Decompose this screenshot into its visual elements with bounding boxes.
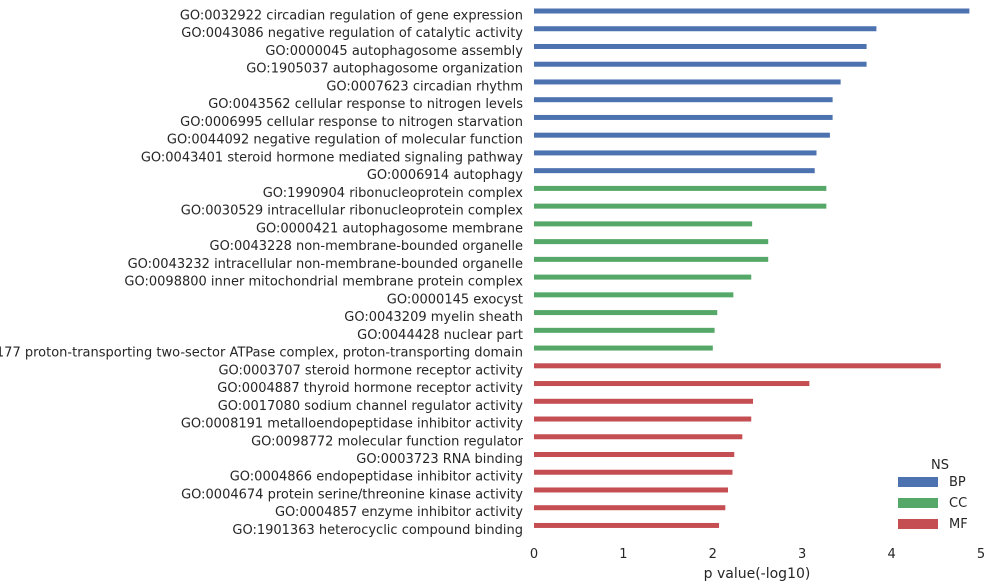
bar <box>534 79 841 85</box>
category-label: GO:0003707 steroid hormone receptor acti… <box>218 363 523 378</box>
category-label: GO:0098800 inner mitochondrial membrane … <box>124 275 523 290</box>
x-tick-label: 2 <box>709 547 717 562</box>
bar <box>534 292 734 298</box>
category-label: GO:0004857 enzyme inhibitor activity <box>275 505 523 520</box>
bar <box>534 310 718 316</box>
bar <box>534 61 867 67</box>
category-label: GO:0003723 RNA binding <box>356 452 523 467</box>
bar <box>534 97 833 103</box>
bar <box>534 114 833 120</box>
category-label: GO:1905037 autophagosome organization <box>246 62 523 77</box>
category-label: GO:0006995 cellular response to nitrogen… <box>180 115 523 130</box>
category-label: GO:0033177 proton-transporting two-secto… <box>0 346 523 361</box>
bar <box>534 168 815 174</box>
legend: NS BP CC MF <box>898 458 968 532</box>
category-label: GO:0043232 intracellular non-membrane-bo… <box>128 257 523 272</box>
bar <box>534 327 715 333</box>
category-label: GO:0043086 negative regulation of cataly… <box>181 26 523 41</box>
category-label: GO:0004674 protein serine/threonine kina… <box>181 487 523 502</box>
bar <box>534 203 827 209</box>
category-label: GO:1990904 ribonucleoprotein complex <box>263 186 524 201</box>
bar <box>534 150 817 156</box>
bar <box>534 434 743 440</box>
x-axis-label: p value(-log10) <box>704 566 811 582</box>
bar <box>534 522 720 528</box>
category-label: GO:0043228 non-membrane-bounded organell… <box>210 239 524 254</box>
bar <box>534 469 733 475</box>
x-tick-label: 4 <box>887 547 895 562</box>
legend-label: CC <box>949 496 967 511</box>
bar <box>534 132 830 138</box>
category-label: GO:0044428 nuclear part <box>357 328 523 343</box>
bar <box>534 416 752 422</box>
category-labels: GO:0032922 circadian regulation of gene … <box>0 9 524 538</box>
bar <box>534 381 810 387</box>
legend-swatch <box>898 519 938 529</box>
legend-label: MF <box>949 517 968 532</box>
x-tick-label: 1 <box>619 547 627 562</box>
category-label: GO:0004866 endopeptidase inhibitor activ… <box>230 470 524 485</box>
bar <box>534 256 769 262</box>
category-label: GO:0008191 metalloendopeptidase inhibito… <box>181 417 523 432</box>
category-label: GO:0000145 exocyst <box>387 292 523 307</box>
category-label: GO:0006914 autophagy <box>367 168 523 183</box>
category-label: GO:0044092 negative regulation of molecu… <box>167 133 523 148</box>
category-label: GO:0043401 steroid hormone mediated sign… <box>141 150 523 165</box>
bar <box>534 8 970 14</box>
bar <box>534 487 728 493</box>
bar <box>534 345 713 351</box>
bar <box>534 185 827 191</box>
bar <box>534 452 735 457</box>
legend-swatch <box>898 498 938 508</box>
category-label: GO:0000045 autophagosome assembly <box>265 44 523 59</box>
category-label: GO:0098772 molecular function regulator <box>251 434 524 449</box>
bar <box>534 43 867 49</box>
legend-title: NS <box>931 458 949 473</box>
category-label: GO:0000421 autophagosome membrane <box>256 221 523 236</box>
category-label: GO:0007623 circadian rhythm <box>326 79 523 94</box>
category-label: GO:0043209 myelin sheath <box>344 310 523 325</box>
x-tick-label: 3 <box>798 547 806 562</box>
legend-swatch <box>898 477 938 487</box>
category-label: GO:0017080 sodium channel regulator acti… <box>218 399 524 414</box>
bars-group <box>534 8 970 528</box>
category-label: GO:1901363 heterocyclic compound binding <box>232 523 523 538</box>
category-label: GO:0043562 cellular response to nitrogen… <box>208 97 523 112</box>
bar <box>534 26 877 32</box>
category-label: GO:0030529 intracellular ribonucleoprote… <box>181 204 524 219</box>
x-tick-label: 5 <box>977 547 985 562</box>
category-label: GO:0032922 circadian regulation of gene … <box>180 9 523 24</box>
bar <box>534 221 753 227</box>
bar <box>534 239 769 245</box>
bar <box>534 274 752 280</box>
x-tick-label: 0 <box>530 547 538 562</box>
bar <box>534 363 941 369</box>
x-axis-ticks: 0 1 2 3 4 5 <box>530 547 985 562</box>
bar <box>534 398 754 404</box>
legend-label: BP <box>949 475 966 490</box>
bar <box>534 505 726 511</box>
category-label: GO:0004887 thyroid hormone receptor acti… <box>217 381 523 396</box>
